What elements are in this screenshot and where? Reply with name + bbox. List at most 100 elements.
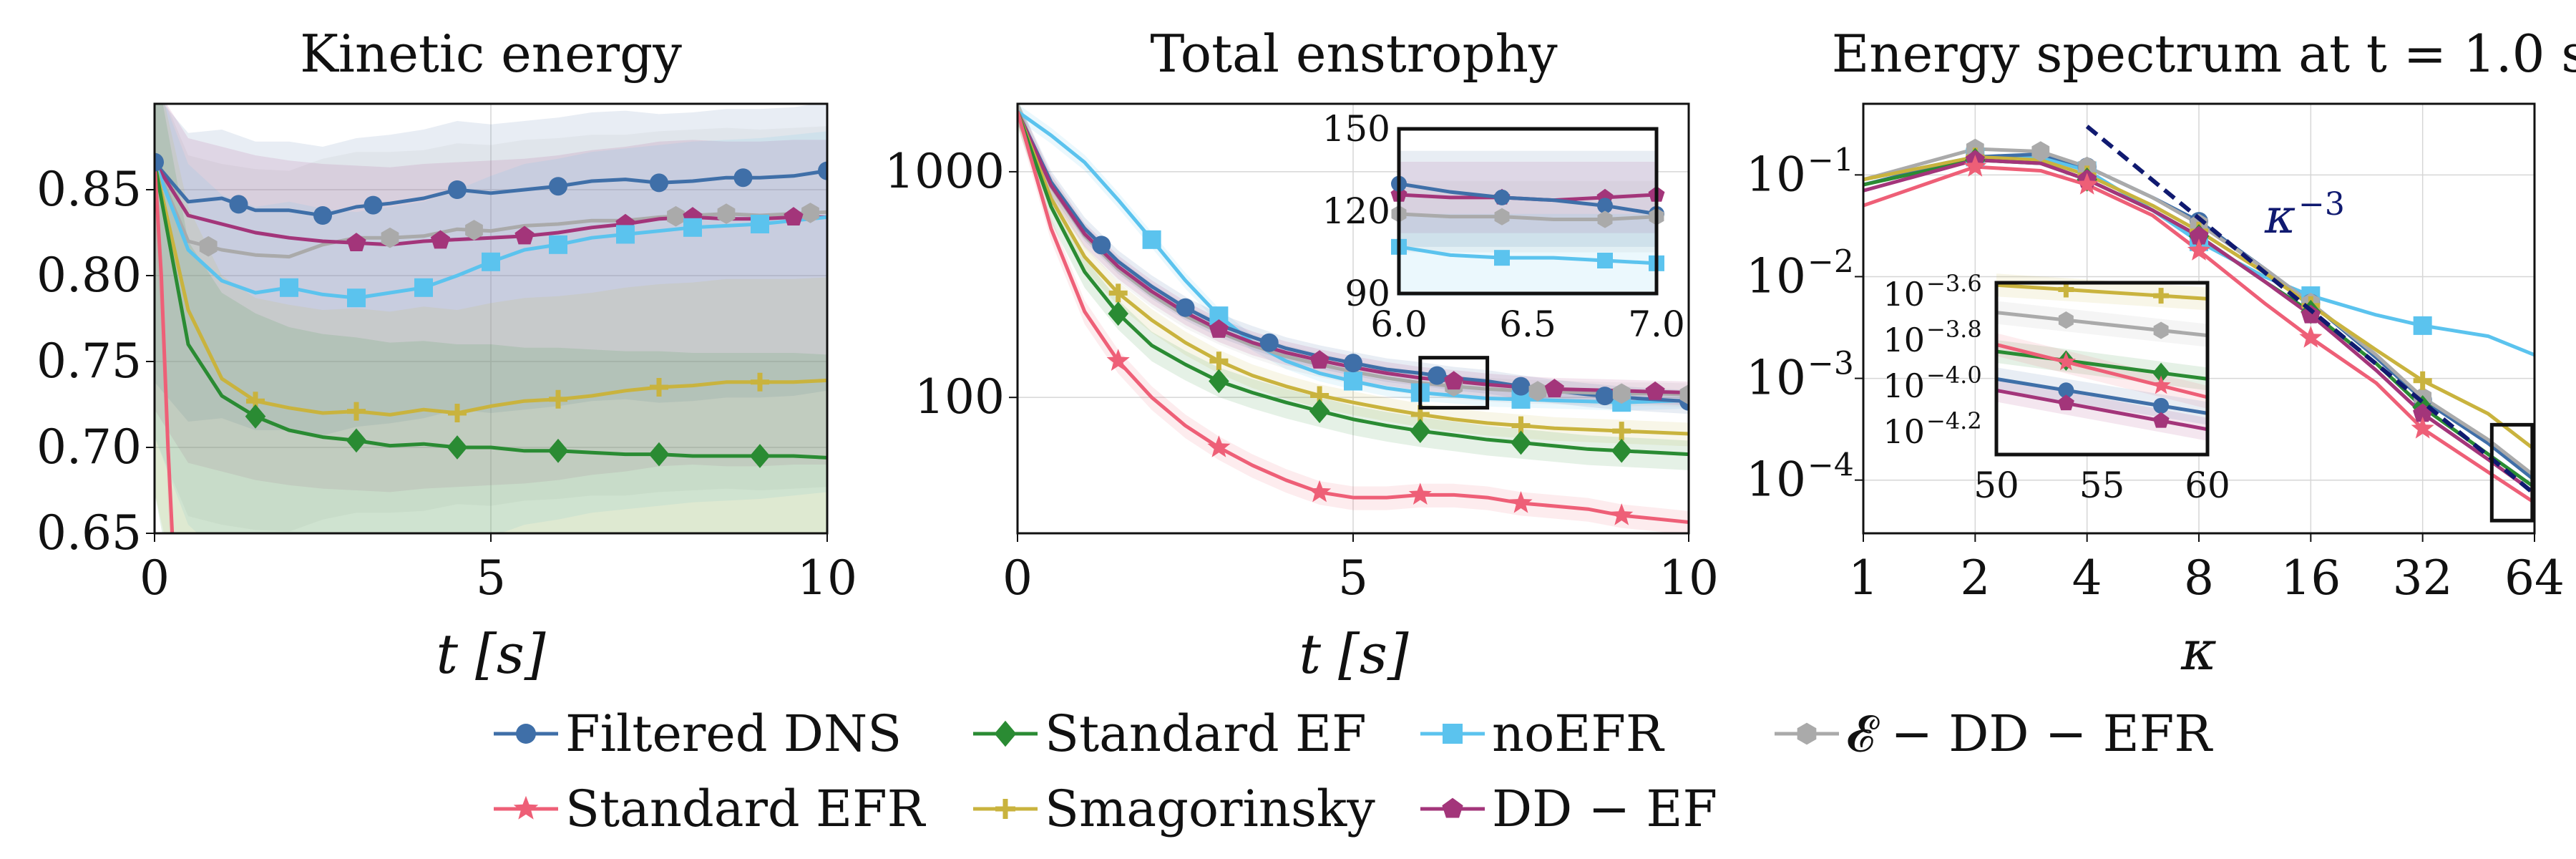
data-point [751, 372, 769, 392]
inset-line [1996, 388, 2208, 432]
data-point [549, 177, 567, 196]
inset-y-tick-label: 120 [1322, 190, 1390, 232]
y-tick-label: 0.75 [36, 334, 142, 389]
series-group [1863, 138, 2534, 505]
y-tick-label: 10 [1746, 147, 1806, 202]
data-point [1610, 503, 1634, 525]
x-axis-label: t [s] [1299, 622, 1408, 686]
x-axis-label: t [s] [436, 622, 545, 686]
data-point [1209, 369, 1229, 394]
legend-label: Standard EFR [565, 780, 927, 838]
data-point [1511, 430, 1531, 455]
data-point [448, 404, 467, 422]
x-tick-label: 5 [476, 550, 506, 606]
inset-y-tick-label: 10 [1883, 321, 1925, 359]
x-tick-label: 4 [2072, 550, 2102, 606]
data-point [229, 195, 248, 214]
data-point [1544, 379, 1564, 397]
data-point [1963, 155, 1987, 177]
data-point [2411, 416, 2434, 439]
x-tick-label: 10 [1659, 550, 1719, 606]
series-line [155, 161, 827, 247]
data-point [155, 152, 164, 172]
plot-area: 0 5 10 100 1000 6.0 6.5 7.0 90 120 150 [884, 104, 1719, 606]
data-point [346, 233, 366, 251]
legend-marker [1442, 797, 1463, 818]
legend-label: Standard EF [1045, 704, 1367, 763]
data-point [749, 444, 771, 468]
plot-area: 0 5 10 0.65 0.70 0.75 0.80 0.85 [36, 104, 857, 606]
x-tick-label: 0 [1002, 550, 1033, 606]
inset-x-tick-label: 6.0 [1370, 304, 1428, 345]
zoom-box [1418, 356, 1490, 410]
energy-spectrum-chart: Energy spectrum at t = 1.0 s 1 2 4 8 16 32 64 1… [1746, 24, 2576, 682]
inset-y-tick-label: 90 [1345, 273, 1390, 314]
series-line [1018, 110, 1689, 524]
data-point [2075, 173, 2099, 195]
data-point [1106, 349, 1130, 371]
data-point [547, 438, 569, 463]
y-tick-label: 0.65 [36, 505, 142, 560]
axes-frame [153, 102, 829, 535]
legend-marker [994, 720, 1017, 747]
inset-point [1597, 198, 1613, 214]
axes-frame [1862, 102, 2536, 535]
inset-line [1398, 212, 1657, 221]
inset-frame [1994, 281, 2210, 457]
data-point [364, 195, 383, 215]
series-line [1863, 165, 2534, 505]
data-point [667, 205, 685, 227]
data-point [1092, 236, 1111, 255]
inset-line [1996, 342, 2208, 399]
series-group [155, 104, 827, 533]
legend-entry-dd_ef: DD − EF [1420, 780, 1717, 838]
data-point [1612, 383, 1631, 404]
data-point [650, 378, 668, 397]
legend: Filtered DNS Standard EF noEFR 𝓔 − DD − EFR… [494, 704, 2213, 838]
data-point [1528, 381, 1547, 402]
data-point [1428, 366, 1447, 385]
data-point [1209, 351, 1229, 371]
series-line [1018, 110, 1689, 436]
legend-marker [1443, 724, 1463, 744]
data-point [347, 402, 366, 421]
y-tick-label: 10 [1746, 351, 1806, 406]
legend-entry-e_dd_efr: 𝓔 − DD − EFR [1775, 704, 2213, 763]
data-point [2413, 371, 2432, 390]
x-tick-label: 32 [2393, 550, 2453, 606]
inset-y-tick-label: 10 [1883, 412, 1925, 451]
legend-marker [513, 795, 539, 820]
inset-line [1996, 311, 2208, 338]
inset-y-tick-exponent: −3.6 [1926, 270, 1982, 297]
data-point [199, 236, 218, 257]
data-point [1176, 298, 1195, 317]
inset-point [2058, 382, 2074, 399]
data-point [733, 168, 753, 188]
data-point [650, 173, 668, 193]
x-tick-label: 8 [2184, 550, 2214, 606]
series-line [1018, 110, 1689, 457]
series-line [1863, 158, 2534, 495]
inset-frame [1397, 127, 1659, 296]
y-tick-label: 10 [1746, 248, 1806, 304]
legend-label: noEFR [1492, 704, 1665, 763]
inset-point [2058, 311, 2074, 329]
inset-point [2153, 288, 2170, 304]
data-point [514, 225, 535, 245]
data-point [1509, 490, 1533, 513]
data-point [2031, 141, 2050, 162]
data-point [648, 442, 670, 467]
reference-line-exponent: −3 [2298, 186, 2345, 223]
y-tick-label: 0.85 [36, 162, 142, 217]
data-point [1611, 438, 1632, 463]
legend-entry-dns: Filtered DNS [494, 704, 902, 763]
inset-y-tick-exponent: −3.8 [1926, 316, 1982, 343]
inset-x-tick-label: 55 [2079, 465, 2125, 506]
inset-line [1996, 283, 2208, 301]
y-tick-exponent: −3 [1807, 346, 1854, 382]
data-point [1595, 387, 1614, 406]
data-point [751, 215, 769, 233]
data-point [1207, 435, 1231, 457]
